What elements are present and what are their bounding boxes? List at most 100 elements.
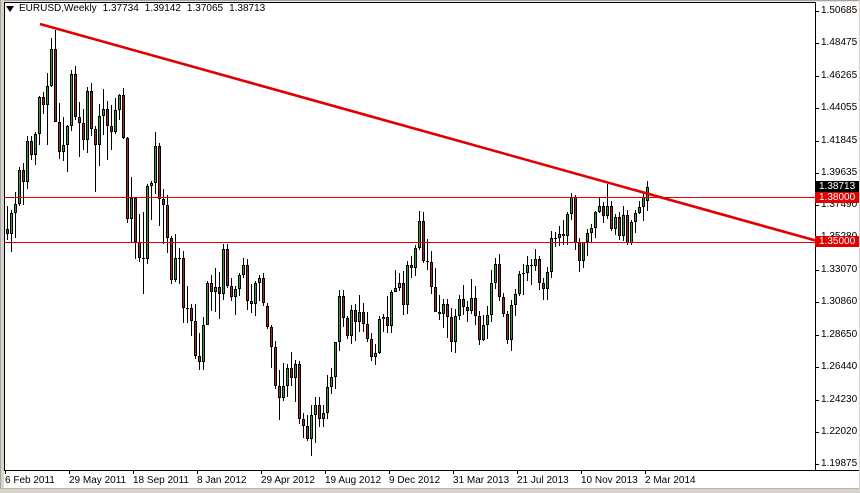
candle-body-down: [451, 318, 452, 341]
candle-wick: [199, 333, 200, 370]
candle-body-down: [619, 218, 620, 235]
date-tick: [389, 471, 390, 474]
candle-body-down: [43, 98, 44, 104]
chart-frame-top: [4, 2, 816, 3]
candle-body-down: [563, 235, 564, 236]
candle-body-down: [307, 427, 308, 438]
candle-body-down: [91, 92, 92, 128]
candle-body-down: [211, 284, 212, 291]
candle-body-up: [151, 184, 152, 185]
price-tick: [816, 141, 819, 142]
candle-body-down: [195, 322, 196, 355]
candle-body-up: [35, 135, 36, 154]
price-axis-label: 1.41845: [821, 135, 858, 146]
candle-body-border: [522, 273, 525, 274]
candle-wick: [151, 181, 152, 220]
candle-wick: [47, 73, 48, 145]
candle-body-up: [547, 273, 548, 288]
date-tick: [517, 471, 518, 474]
candle-body-up: [147, 187, 148, 258]
candle-wick: [211, 275, 212, 311]
candle-body-down: [171, 239, 172, 279]
candle-body-up: [515, 295, 516, 304]
candle-wick: [467, 301, 468, 322]
candle-body-up: [215, 288, 216, 291]
price-axis-label: 1.28650: [821, 329, 858, 340]
candle-body-up: [39, 98, 40, 133]
candle-body-up: [239, 276, 240, 288]
candle-body-up: [491, 284, 492, 314]
candle-body-up: [407, 266, 408, 304]
candle-body-down: [503, 298, 504, 313]
date-tick: [581, 471, 582, 474]
window-edge-left: [0, 0, 4, 493]
price-tick: [816, 108, 819, 109]
candle-body-up: [283, 387, 284, 397]
candle-body-down: [627, 216, 628, 242]
candle-body-up: [339, 297, 340, 341]
candle-wick: [219, 272, 220, 319]
candle-body-down: [411, 266, 412, 267]
candle-body-border: [426, 261, 429, 262]
trendline[interactable]: [39, 22, 816, 242]
price-axis-label: 1.50685: [821, 5, 858, 16]
candle-body-down: [135, 199, 136, 241]
candle-wick: [139, 214, 140, 262]
price-axis-label: 1.44055: [821, 102, 858, 113]
candle-body-up: [511, 306, 512, 339]
current-price-badge: 1.38713: [815, 181, 860, 193]
candle-body-up: [495, 265, 496, 282]
candle-wick: [599, 198, 600, 213]
candle-body-up: [335, 343, 336, 376]
candle-body-down: [271, 328, 272, 346]
candle-body-up: [235, 290, 236, 296]
price-axis-label: 1.46265: [821, 70, 858, 81]
candle-wick: [295, 360, 296, 402]
candle-body-up: [607, 207, 608, 215]
candle-body-border: [142, 258, 145, 259]
candle-body-down: [403, 284, 404, 304]
chart-dropdown-arrow-icon[interactable]: [6, 6, 14, 12]
candle-body-up: [591, 229, 592, 232]
price-tick: [816, 335, 819, 336]
price-tick: [816, 302, 819, 303]
price-axis-label: 1.30860: [821, 296, 858, 307]
candle-wick: [107, 101, 108, 160]
candle-wick: [355, 304, 356, 341]
horizontal-line: [5, 197, 815, 198]
candle-body-up: [103, 110, 104, 115]
candle-body-down: [199, 357, 200, 361]
candle-body-down: [447, 305, 448, 316]
candle-wick: [235, 286, 236, 315]
candle-body-up: [535, 260, 536, 265]
candle-body-up: [395, 289, 396, 291]
candle-wick: [523, 264, 524, 295]
price-tick: [816, 367, 819, 368]
candle-body-down: [431, 263, 432, 286]
candle-body-up: [419, 222, 420, 247]
candle-body-down: [575, 198, 576, 242]
candle-body-up: [351, 311, 352, 335]
candle-body-down: [127, 139, 128, 218]
candle-body-up: [571, 198, 572, 213]
candle-wick: [143, 212, 144, 294]
candle-body-up: [67, 127, 68, 144]
candle-body-up: [483, 326, 484, 339]
candle-wick: [79, 102, 80, 157]
candle-body-down: [463, 300, 464, 306]
date-tick: [133, 471, 134, 474]
candle-body-down: [167, 206, 168, 237]
candle-wick: [395, 270, 396, 292]
candle-wick: [447, 299, 448, 338]
price-tick: [816, 464, 819, 465]
candle-body-up: [375, 354, 376, 356]
chart-frame-left: [4, 2, 5, 471]
price-axis-label: 1.48475: [821, 37, 858, 48]
candle-body-down: [7, 230, 8, 233]
candle-body-down: [83, 124, 84, 139]
date-tick: [197, 471, 198, 474]
candle-body-up: [51, 50, 52, 85]
candle-body-down: [31, 142, 32, 154]
candle-body-up: [47, 87, 48, 104]
